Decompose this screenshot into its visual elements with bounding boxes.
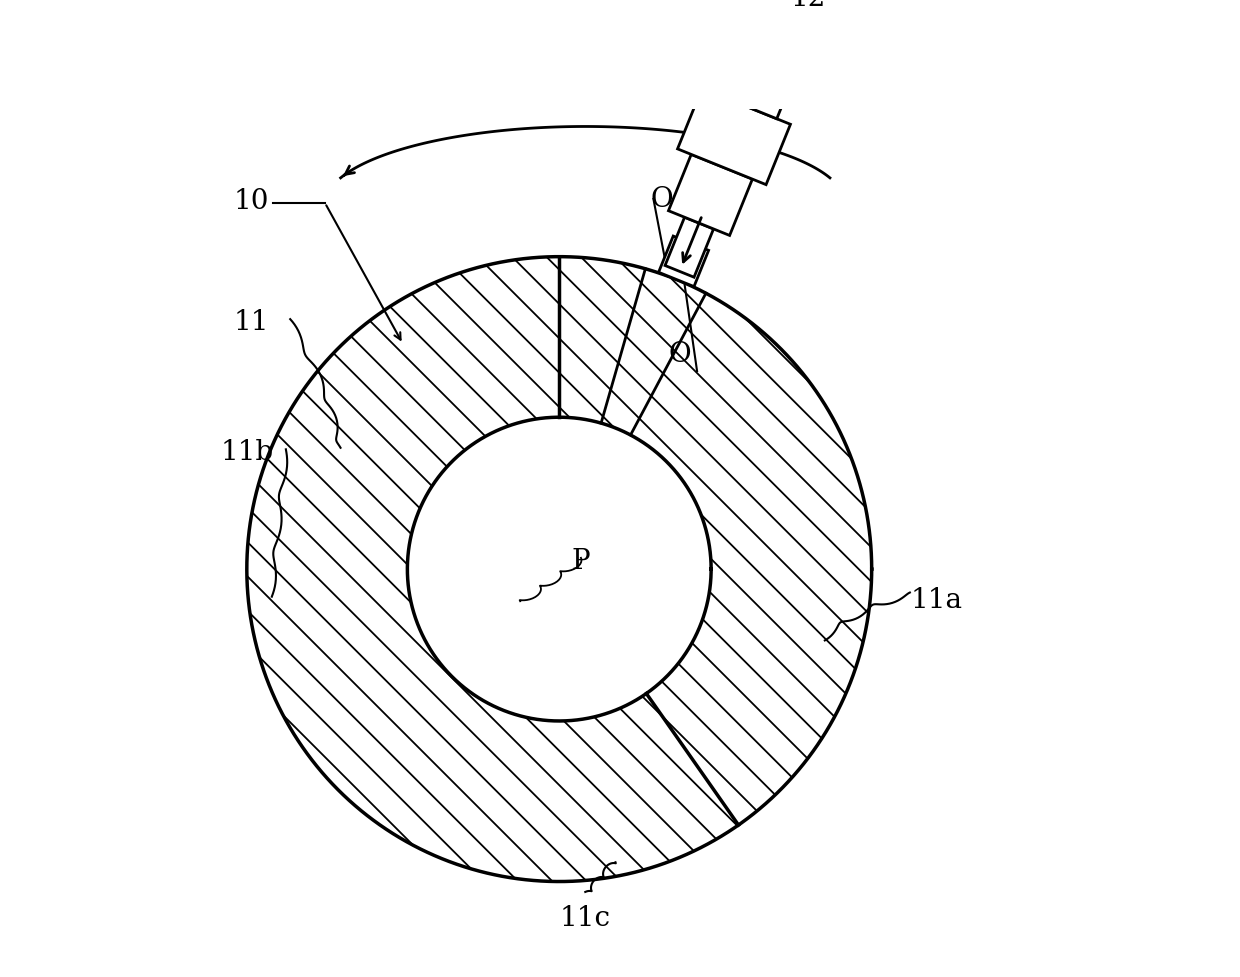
Text: 11c: 11c	[559, 905, 611, 931]
Polygon shape	[715, 47, 796, 119]
Text: O: O	[651, 186, 673, 213]
Polygon shape	[677, 90, 790, 186]
Text: O: O	[668, 341, 691, 368]
Text: 11a: 11a	[910, 586, 962, 614]
Polygon shape	[665, 218, 713, 277]
Text: 11b: 11b	[221, 439, 274, 466]
Text: 11: 11	[234, 309, 269, 336]
Text: 10: 10	[234, 188, 269, 215]
Text: P: P	[572, 547, 590, 574]
Text: 12: 12	[790, 0, 826, 13]
Polygon shape	[668, 155, 753, 236]
Polygon shape	[658, 236, 708, 287]
